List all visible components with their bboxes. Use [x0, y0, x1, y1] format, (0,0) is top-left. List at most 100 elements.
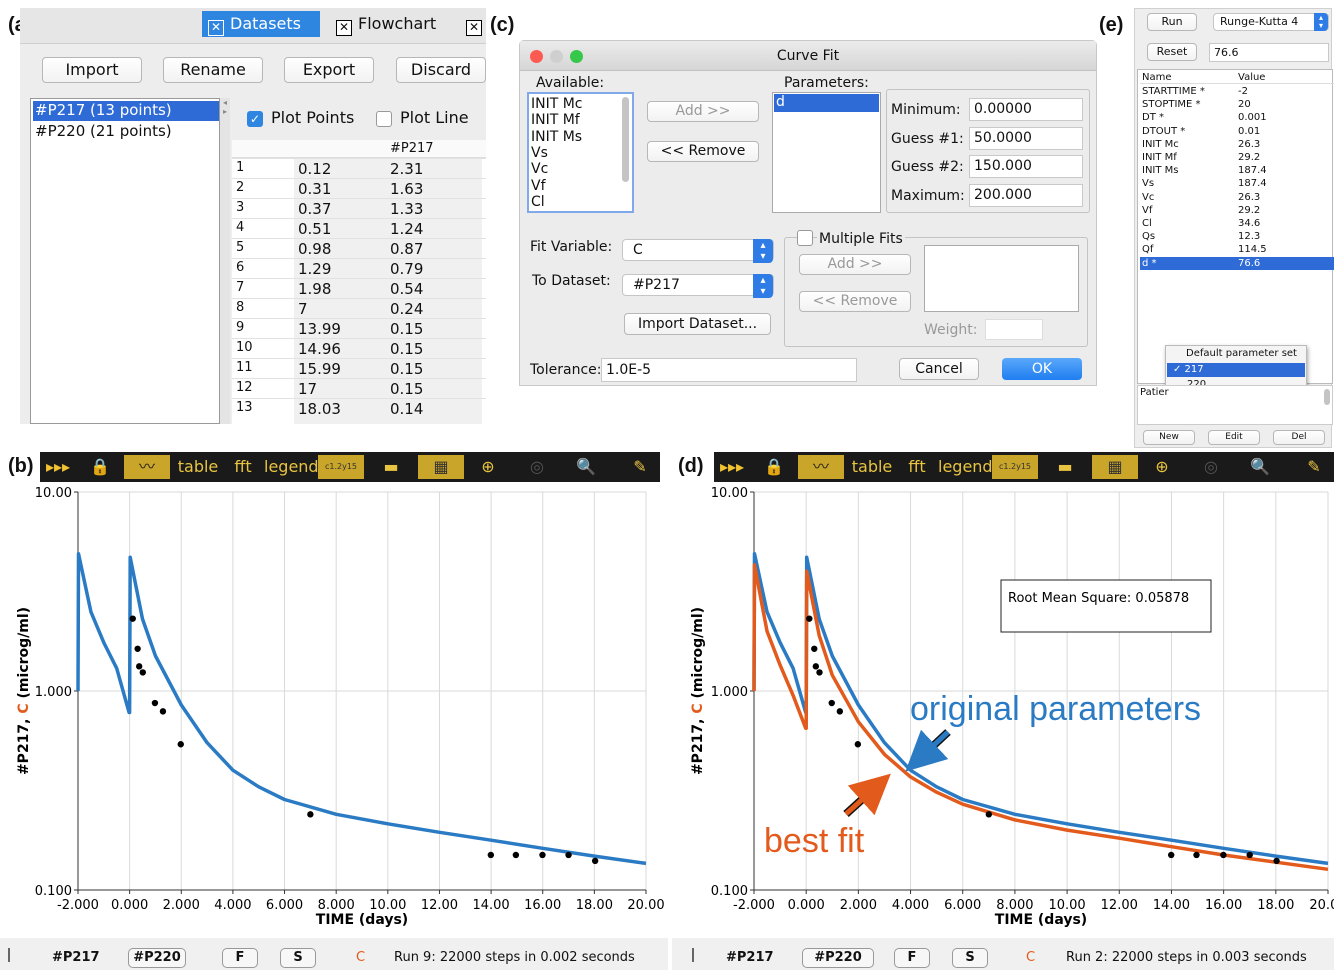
fit-variable-select[interactable]: C ▴ ▾: [622, 239, 774, 263]
field-input[interactable]: 150.000: [969, 155, 1083, 178]
close-window-icon[interactable]: [530, 50, 543, 63]
data-point[interactable]: [487, 851, 495, 859]
param-row[interactable]: INIT Ms 187.4: [1142, 165, 1267, 177]
stats-icon[interactable]: c1.2y15: [992, 455, 1038, 479]
param-row[interactable]: Qs 12.3: [1142, 231, 1261, 243]
crosshair-icon[interactable]: ⊕: [481, 457, 495, 476]
table-row[interactable]: 7 1.98 0.54: [232, 278, 486, 298]
param-row[interactable]: Qf 114.5: [1142, 244, 1267, 256]
data-point[interactable]: [806, 615, 813, 622]
available-item[interactable]: Cl: [531, 193, 545, 210]
edit-button[interactable]: Edit: [1208, 430, 1260, 445]
lines-icon[interactable]: ▬: [383, 457, 399, 476]
minimize-window-icon[interactable]: [550, 50, 563, 63]
crosshair-icon[interactable]: ⊕: [1155, 457, 1169, 476]
dataset-button[interactable]: #P220: [128, 948, 186, 968]
table-row[interactable]: 10 14.96 0.15: [232, 338, 486, 358]
available-item[interactable]: INIT Ms: [531, 128, 583, 145]
data-point[interactable]: [539, 851, 546, 859]
data-point[interactable]: [177, 741, 184, 748]
tab-datasets[interactable]: ✕ Datasets: [202, 11, 320, 37]
splitter-handle[interactable]: [692, 948, 694, 962]
data-point[interactable]: [512, 851, 520, 859]
close-icon[interactable]: ✕: [466, 20, 482, 36]
pen-icon[interactable]: ✎: [633, 457, 647, 476]
menu-item-220[interactable]: 220: [1167, 378, 1305, 392]
grid-icon[interactable]: ▦: [1092, 455, 1138, 479]
grid-icon[interactable]: ▦: [418, 455, 464, 479]
available-item[interactable]: INIT Mf: [531, 112, 580, 129]
multi-remove-button[interactable]: << Remove: [799, 291, 911, 312]
param-row[interactable]: Cl 34.6: [1142, 218, 1261, 229]
available-list[interactable]: INIT Mc INIT Mf INIT Ms Vs Vc Vf Cl: [527, 92, 634, 213]
s-button[interactable]: S: [952, 948, 988, 968]
scrollbar[interactable]: [1324, 389, 1330, 405]
fit-comparison-plot[interactable]: -2.000 0.000 2.000 4.000 6.000 8.000 10.00 12.0…: [672, 484, 1334, 934]
table-row[interactable]: 5 0.98 0.87: [232, 238, 486, 258]
data-point[interactable]: [1193, 851, 1200, 859]
value-input[interactable]: 76.6: [1209, 43, 1329, 62]
available-item[interactable]: Vs: [531, 144, 548, 161]
data-point[interactable]: [812, 663, 820, 670]
multiple-fits-checkbox[interactable]: [797, 230, 813, 246]
close-icon[interactable]: ✕: [336, 20, 352, 36]
available-item[interactable]: Vf: [531, 177, 546, 194]
dataset-button[interactable]: #P220: [802, 948, 874, 968]
tolerance-input[interactable]: 1.0E-5: [601, 358, 857, 382]
data-point[interactable]: [151, 699, 159, 707]
s-button[interactable]: S: [280, 948, 316, 968]
run-button[interactable]: Run: [1147, 13, 1197, 31]
data-point[interactable]: [836, 708, 844, 715]
scrollbar[interactable]: [622, 97, 629, 182]
multiple-fits-list[interactable]: [924, 245, 1079, 312]
data-point[interactable]: [828, 699, 835, 707]
export-button[interactable]: Export: [284, 57, 374, 83]
param-row[interactable]: INIT Mf 29.2: [1142, 152, 1261, 163]
param-row[interactable]: DT * 0.001: [1142, 112, 1267, 124]
table-row[interactable]: 4 0.51 1.24: [232, 218, 486, 238]
tab-more[interactable]: ✕: [460, 11, 486, 37]
f-button[interactable]: F: [894, 948, 930, 968]
table-row[interactable]: 8 7 0.24: [232, 298, 486, 318]
ok-button[interactable]: OK: [1002, 358, 1082, 380]
pen-icon[interactable]: ✎: [1307, 457, 1321, 476]
param-row[interactable]: Vs 187.4: [1142, 178, 1267, 190]
graph-icon[interactable]: 〰: [124, 455, 170, 479]
data-point[interactable]: [159, 708, 167, 715]
f-button[interactable]: F: [222, 948, 258, 968]
data-point[interactable]: [816, 669, 823, 676]
lock-icon[interactable]: 🔒: [764, 457, 784, 476]
param-row[interactable]: Vc 26.3: [1142, 191, 1261, 203]
spiral-icon[interactable]: ◎: [1204, 457, 1218, 476]
concentration-plot[interactable]: -2.000 0.000 2.000 4.000 6.000 8.000 10.00 12.0…: [0, 484, 668, 934]
data-point[interactable]: [1167, 851, 1175, 859]
param-row[interactable]: Vf 29.2: [1142, 204, 1261, 216]
table-button[interactable]: table: [177, 457, 219, 476]
dataset-list[interactable]: #P217 (13 points) #P220 (21 points): [30, 98, 220, 424]
param-row[interactable]: STOPTIME * 20: [1142, 99, 1251, 111]
table-row[interactable]: 6 1.29 0.79: [232, 258, 486, 278]
close-icon[interactable]: ✕: [208, 20, 224, 36]
reset-button[interactable]: Reset: [1147, 43, 1197, 61]
run-icon[interactable]: ▸▸▸: [40, 455, 76, 479]
data-point[interactable]: [307, 811, 314, 818]
available-item[interactable]: INIT Mc: [531, 96, 583, 112]
table-row[interactable]: 11 15.99 0.15: [232, 358, 486, 378]
spiral-icon[interactable]: ◎: [530, 457, 544, 476]
table-button[interactable]: table: [851, 457, 893, 476]
available-item[interactable]: Vc: [531, 161, 549, 178]
dataset-item[interactable]: #P220 (21 points): [35, 122, 172, 140]
remove-button[interactable]: << Remove: [647, 141, 759, 162]
lock-icon[interactable]: 🔒: [90, 457, 110, 476]
field-input[interactable]: 0.00000: [969, 98, 1083, 121]
table-row[interactable]: 12 17 0.15: [232, 378, 486, 398]
fft-button[interactable]: fft: [234, 457, 252, 476]
table-row[interactable]: 13 18.03 0.14: [232, 398, 486, 418]
data-point[interactable]: [591, 857, 599, 865]
run-icon[interactable]: ▸▸▸: [714, 455, 750, 479]
discard-button[interactable]: Discard: [396, 57, 486, 83]
zoom-icon[interactable]: 🔍: [576, 457, 596, 476]
tab-flowchart[interactable]: ✕ Flowchart: [330, 11, 450, 37]
new-button[interactable]: New: [1143, 430, 1195, 445]
field-input[interactable]: 200.000: [969, 183, 1083, 207]
